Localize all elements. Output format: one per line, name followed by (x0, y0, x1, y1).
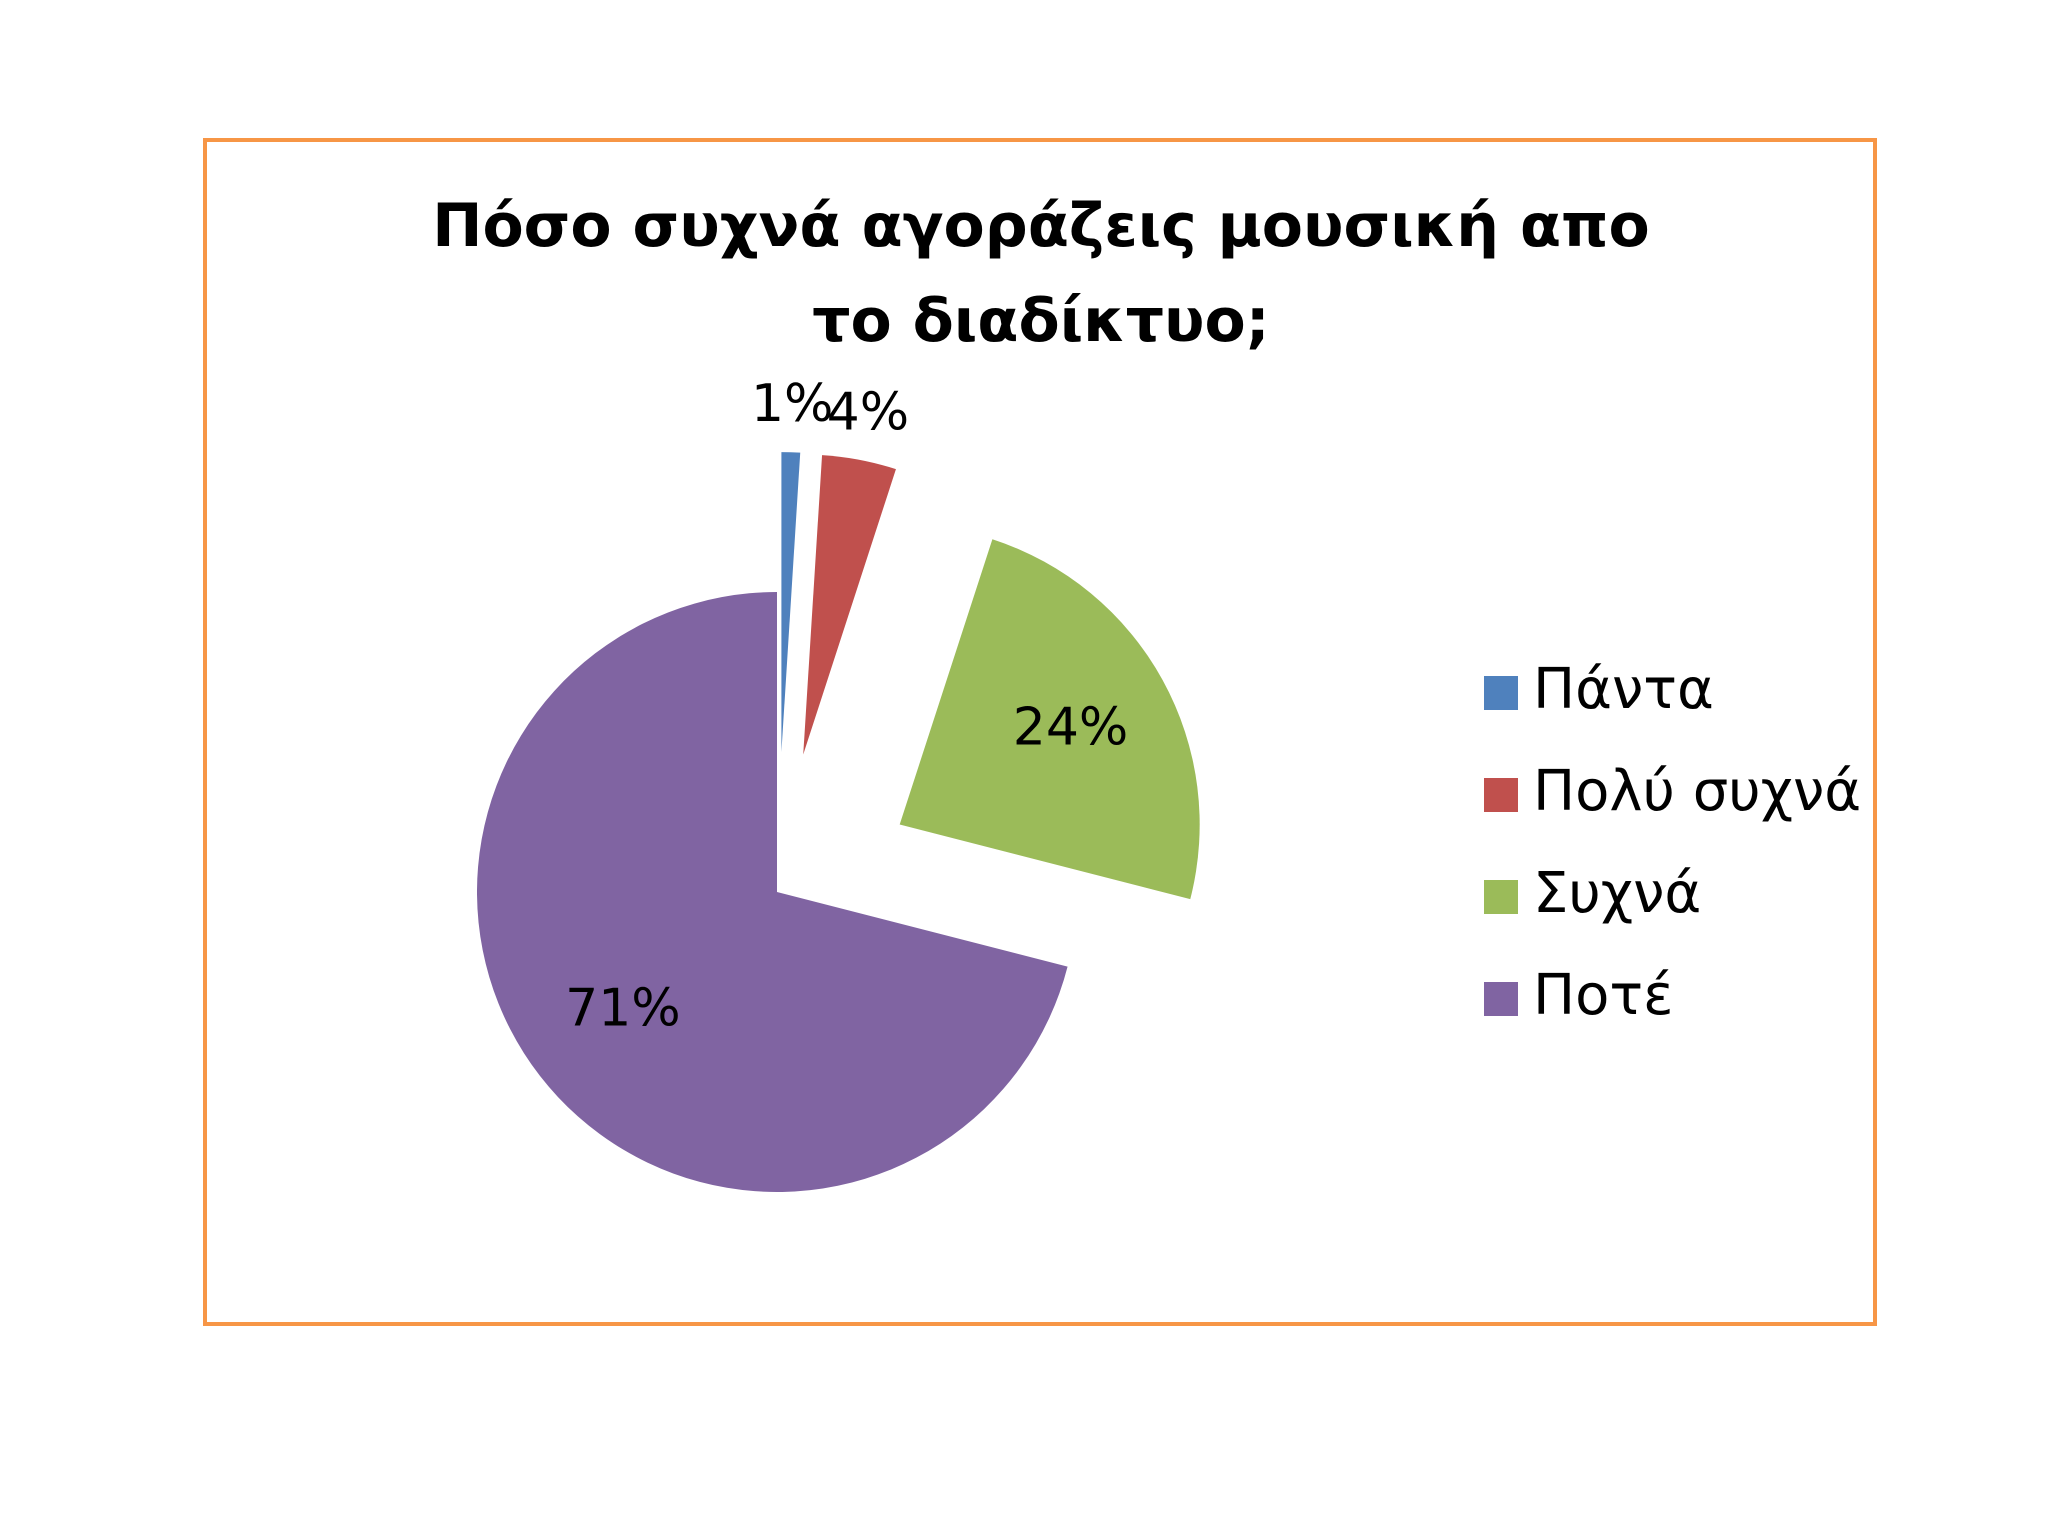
legend-label: Πολύ συχνά (1533, 759, 1861, 824)
legend-swatch (1484, 676, 1518, 710)
chart-title: Πόσο συχνά αγοράζεις μουσική απο το διαδί… (432, 191, 1650, 356)
legend-label: Ποτέ (1533, 963, 1673, 1028)
pie-slice (803, 455, 896, 755)
legend-swatch (1484, 778, 1518, 812)
pie-slice (899, 539, 1200, 900)
pie-slice (781, 452, 801, 753)
legend-swatch (1484, 880, 1518, 914)
pie-slice (477, 592, 1068, 1192)
legend-label: Πάντα (1533, 657, 1714, 722)
data-label: 24% (1013, 698, 1129, 758)
legend-swatch (1484, 982, 1518, 1016)
data-label: 71% (565, 979, 681, 1039)
data-label: 1% (751, 374, 834, 434)
legend-label: Συχνά (1533, 861, 1701, 926)
data-label: 4% (827, 383, 910, 443)
